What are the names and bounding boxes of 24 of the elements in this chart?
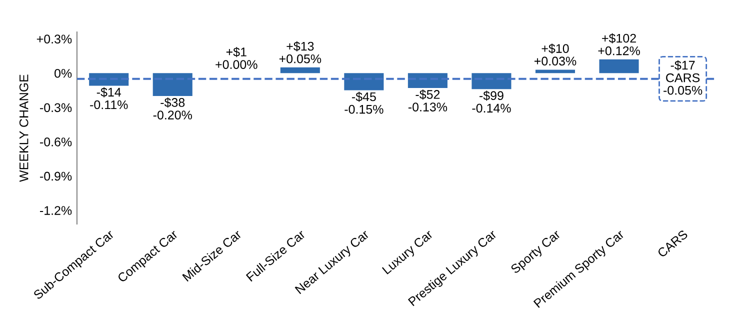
data-label: +$1 +0.00%	[216, 47, 258, 69]
bar	[408, 73, 448, 88]
bar	[472, 73, 512, 90]
data-label: -$14 -0.11%	[90, 87, 128, 110]
y-tick-label: -1.2%	[40, 206, 72, 215]
bar	[344, 73, 384, 90]
bar	[152, 73, 192, 96]
bar	[280, 67, 320, 74]
y-tick-label: -0.9%	[40, 172, 72, 181]
data-label: +$13 +0.05%	[279, 41, 322, 64]
data-label: -$52 -0.13%	[408, 90, 448, 112]
data-label: +$10 +0.03%	[534, 44, 576, 66]
bar	[599, 59, 639, 74]
data-label: -$99 -0.14%	[472, 90, 511, 113]
y-axis-title: WEEKLY CHANGE	[19, 74, 28, 182]
y-tick-label: 0%	[54, 68, 72, 78]
data-label: -$38 -0.20%	[153, 98, 192, 120]
bar	[535, 70, 576, 74]
ref-line-label: -$17 CARS -0.05%	[664, 60, 702, 95]
data-label: -$45 -0.15%	[344, 92, 384, 114]
y-tick-label: +0.3%	[36, 34, 72, 44]
y-tick-label: -0.6%	[40, 138, 72, 146]
y-tick-label: -0.3%	[40, 103, 72, 112]
data-label: +$102 +0.12%	[598, 33, 640, 56]
